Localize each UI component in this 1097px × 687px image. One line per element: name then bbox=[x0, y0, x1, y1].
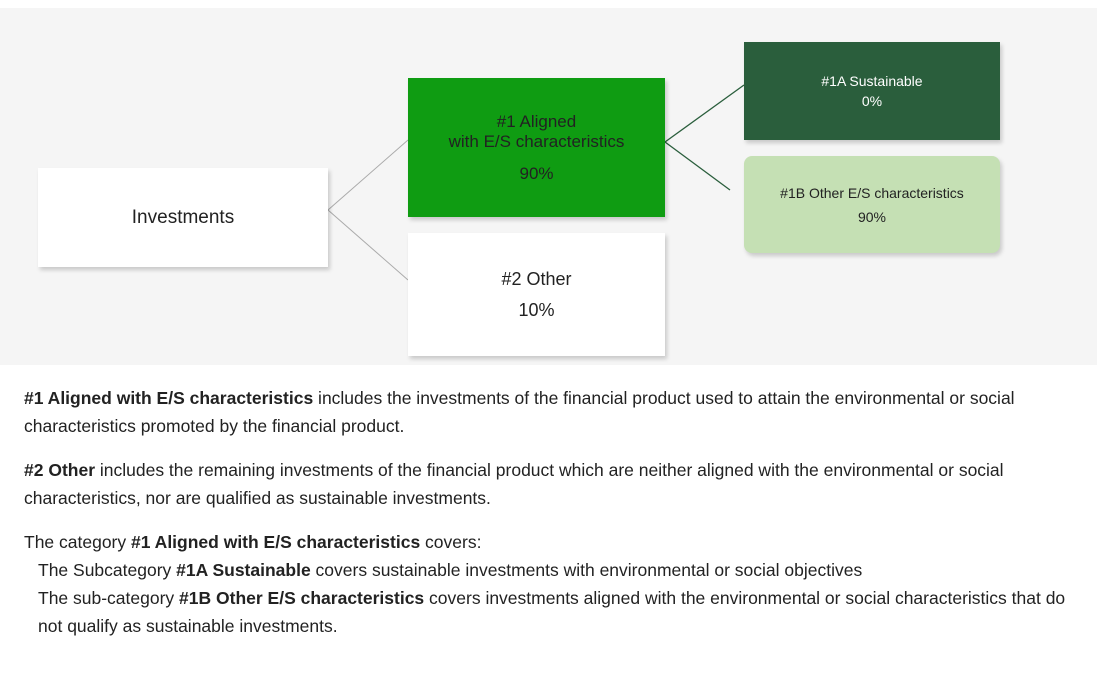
explanations: #1 Aligned with E/S characteristics incl… bbox=[24, 384, 1084, 640]
text: includes the remaining investments of th… bbox=[24, 460, 1004, 508]
paragraph: The sub-category #1B Other E/S character… bbox=[38, 584, 1084, 640]
node-label: with E/S characteristics bbox=[448, 131, 625, 151]
connector bbox=[327, 209, 409, 281]
connector bbox=[664, 84, 745, 143]
node-label: 90% bbox=[519, 163, 554, 183]
node-label: 10% bbox=[518, 299, 555, 320]
bold-term: #1B Other E/S characteristics bbox=[179, 588, 425, 608]
node-label: #1 Aligned bbox=[496, 111, 577, 131]
connector bbox=[327, 139, 409, 211]
text: The Subcategory bbox=[38, 560, 177, 580]
node-label: #2 Other bbox=[501, 268, 572, 289]
connector bbox=[664, 141, 731, 191]
text: The sub-category bbox=[38, 588, 180, 608]
text: covers investments aligned with the envi… bbox=[38, 588, 1066, 636]
investments-box: Investments bbox=[38, 168, 328, 267]
node-label: 0% bbox=[861, 93, 883, 109]
paragraph: #2 Other includes the remaining investme… bbox=[24, 456, 1084, 512]
aligned-box: #1 Aligned with E/S characteristics 90% bbox=[408, 78, 665, 217]
bold-term: #1A Sustainable bbox=[176, 560, 311, 580]
bold-term: #2 Other bbox=[24, 460, 95, 480]
bold-term: #1 Aligned with E/S characteristics bbox=[131, 532, 421, 552]
text: covers sustainable investments with envi… bbox=[310, 560, 863, 580]
other-es-box: #1B Other E/S characteristics 90% bbox=[744, 156, 1000, 253]
paragraph: #1 Aligned with E/S characteristics incl… bbox=[24, 384, 1084, 440]
node-label: #1A Sustainable bbox=[821, 73, 923, 89]
node-label: 90% bbox=[857, 208, 887, 225]
text: The category bbox=[24, 532, 131, 552]
sustainable-box: #1A Sustainable 0% bbox=[744, 42, 1000, 140]
diagram: Investments #1 Aligned with E/S characteri… bbox=[0, 8, 1097, 365]
text: covers: bbox=[420, 532, 482, 552]
bold-term: #1 Aligned with E/S characteristics bbox=[24, 388, 314, 408]
paragraph: The category #1 Aligned with E/S charact… bbox=[24, 528, 1084, 556]
text: includes the investments of the financia… bbox=[24, 388, 1015, 436]
paragraph: The Subcategory #1A Sustainable covers s… bbox=[38, 556, 1084, 584]
connectors bbox=[327, 84, 745, 281]
other-box: #2 Other 10% bbox=[408, 233, 665, 356]
node-label: #1B Other E/S characteristics bbox=[780, 184, 964, 201]
node-label: Investments bbox=[131, 206, 235, 228]
